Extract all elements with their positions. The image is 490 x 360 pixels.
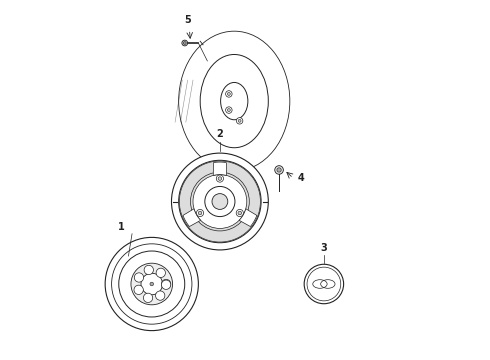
Circle shape (183, 41, 186, 44)
Circle shape (227, 109, 230, 112)
Circle shape (212, 194, 228, 210)
Ellipse shape (179, 31, 290, 171)
Circle shape (275, 166, 283, 174)
Circle shape (161, 279, 171, 289)
Text: 5: 5 (184, 15, 191, 25)
Circle shape (236, 118, 243, 124)
Circle shape (144, 265, 153, 275)
Circle shape (307, 267, 341, 301)
Circle shape (134, 285, 143, 294)
Circle shape (141, 273, 163, 295)
Circle shape (227, 93, 230, 95)
Circle shape (236, 210, 244, 217)
Circle shape (119, 251, 185, 317)
Circle shape (225, 91, 232, 97)
Circle shape (172, 153, 269, 250)
Circle shape (112, 244, 192, 324)
Circle shape (198, 211, 202, 215)
Circle shape (105, 237, 198, 330)
Text: 4: 4 (297, 173, 304, 183)
Circle shape (196, 210, 204, 217)
Polygon shape (239, 209, 257, 226)
Ellipse shape (196, 51, 273, 150)
Circle shape (134, 273, 144, 282)
Circle shape (150, 282, 153, 286)
Polygon shape (213, 162, 226, 175)
Text: 2: 2 (217, 130, 223, 139)
Circle shape (182, 40, 188, 46)
Text: 1: 1 (118, 222, 124, 232)
Circle shape (225, 107, 232, 113)
Ellipse shape (220, 82, 248, 120)
Circle shape (161, 280, 171, 289)
Circle shape (238, 120, 241, 122)
Circle shape (144, 293, 153, 302)
Circle shape (304, 264, 343, 304)
Circle shape (277, 168, 281, 172)
Circle shape (131, 263, 172, 305)
Circle shape (216, 175, 223, 182)
Circle shape (155, 291, 165, 300)
Polygon shape (183, 209, 201, 226)
Circle shape (179, 161, 260, 242)
Circle shape (238, 211, 242, 215)
Circle shape (205, 186, 235, 217)
Ellipse shape (185, 39, 284, 164)
Circle shape (179, 160, 261, 243)
Circle shape (156, 268, 166, 278)
Circle shape (218, 177, 221, 180)
Ellipse shape (200, 54, 269, 148)
Circle shape (193, 175, 247, 228)
Ellipse shape (191, 45, 278, 157)
Text: 3: 3 (320, 243, 327, 253)
